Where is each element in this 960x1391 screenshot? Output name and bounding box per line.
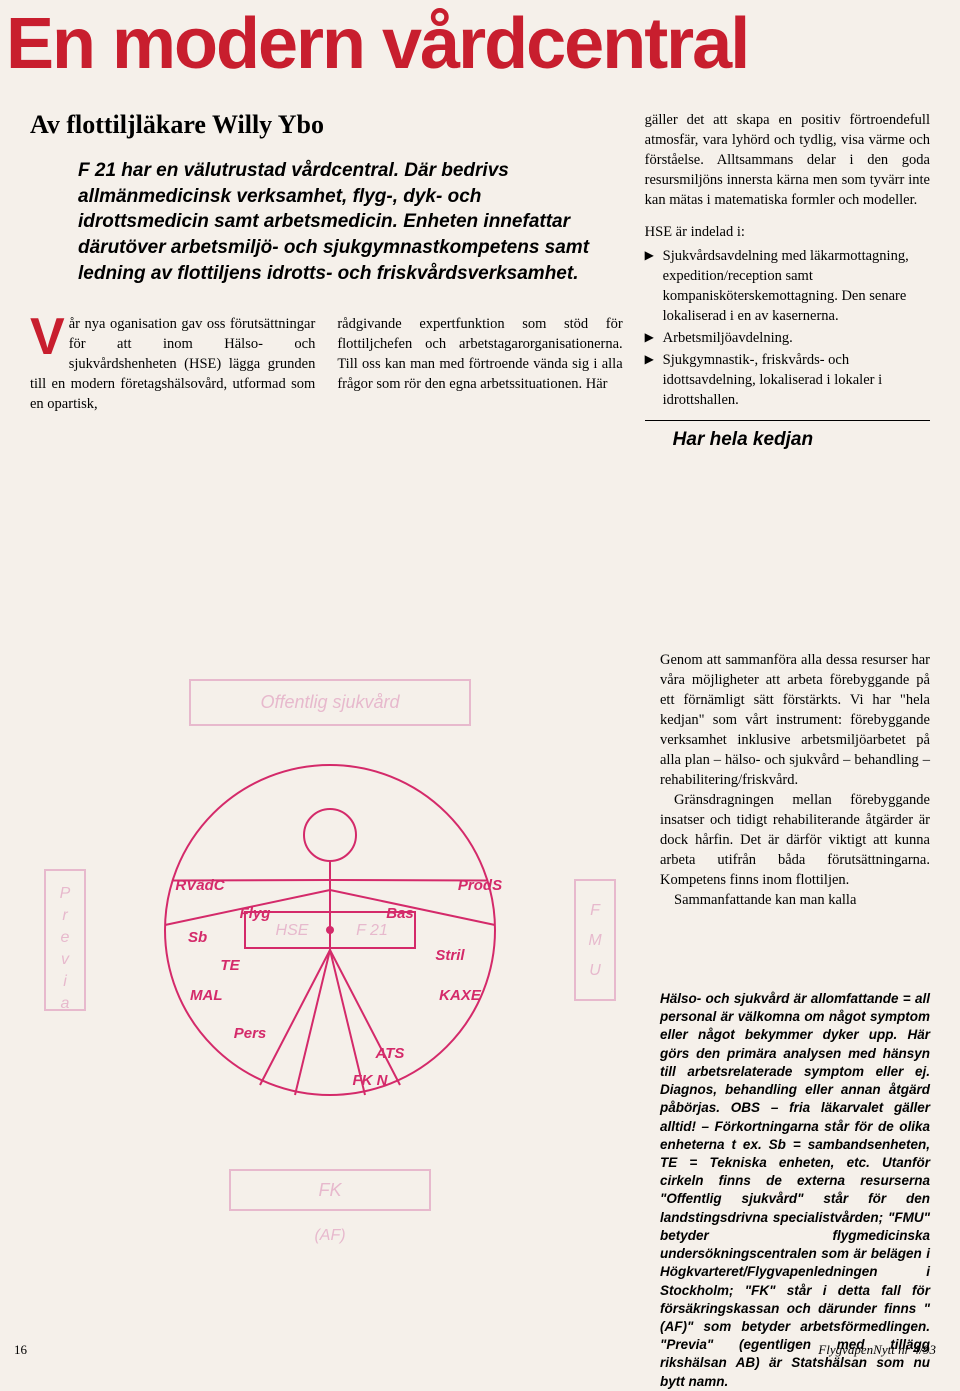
svg-text:v: v [61,951,70,968]
intro-block: Av flottiljläkare Willy Ybo F 21 har en … [30,110,623,453]
intro-col2: rådgivande expertfunktion som stöd för f… [337,314,622,414]
svg-text:HSE: HSE [276,922,309,939]
diagram-caption: Hälso- och sjukvård är allomfattande = a… [660,990,930,1391]
svg-text:U: U [589,962,601,979]
divider [645,420,930,421]
intro-col1: Vår nya oganisation gav oss förutsättnin… [30,314,315,414]
col3b-p3: Sammanfattande kan man kalla [660,890,930,910]
bullet-1: Sjukvårdsavdelning med läkarmottagning, … [645,246,930,326]
intro-col1-text: år nya oganisation gav oss förutsättning… [30,316,315,412]
col3-para: gäller det att skapa en positiv förtroen… [645,110,930,210]
subhead: Har hela kedjan [673,427,930,453]
svg-text:P: P [60,885,71,902]
diagram: Offentlig sjukvård Previa FMU HSE F 21 RVädC F… [30,650,630,1270]
svg-text:Flyg: Flyg [240,905,271,922]
publication-footer: FlygvapenNytt nr 4/93 [818,1342,936,1358]
col3b-p2: Gränsdragningen mellan förebyggande insa… [660,790,930,890]
column-3-bottom: Genom att sammanföra alla dessa resurser… [660,650,930,1391]
page-title: En modern vårdcentral [0,0,960,80]
hse-bullets: Sjukvårdsavdelning med läkarmottagning, … [645,246,930,410]
author-line: Av flottiljläkare Willy Ybo [30,110,623,140]
svg-text:TE: TE [220,957,240,974]
svg-text:Sb: Sb [188,929,207,946]
svg-text:MAL: MAL [190,987,223,1004]
svg-text:M: M [588,932,602,949]
svg-text:FK: FK [318,1180,342,1200]
svg-text:(AF): (AF) [314,1227,345,1244]
svg-text:e: e [61,929,70,946]
lead-paragraph: F 21 har en välutrustad vårdcentral. Där… [30,158,623,286]
svg-text:i: i [63,973,67,990]
lower-section: Offentlig sjukvård Previa FMU HSE F 21 RVädC F… [0,650,960,1391]
col3b-p1: Genom att sammanföra alla dessa resurser… [660,650,930,790]
dropcap: V [30,314,69,359]
svg-text:FK N: FK N [353,1072,389,1089]
svg-text:ATS: ATS [375,1045,405,1062]
svg-text:Offentlig sjukvård: Offentlig sjukvård [260,692,400,712]
content-grid: Av flottiljläkare Willy Ybo F 21 har en … [0,80,960,453]
column-3-top: gäller det att skapa en positiv förtroen… [645,110,930,453]
svg-text:a: a [61,995,70,1012]
svg-text:F: F [590,902,601,919]
svg-text:ProdS: ProdS [458,877,502,894]
bullet-3: Sjukgymnastik-, friskvårds- och idottsav… [645,350,930,410]
svg-text:Stril: Stril [435,947,465,964]
svg-text:RVädC: RVädC [175,877,225,894]
svg-text:Pers: Pers [234,1025,267,1042]
bullet-2: Arbetsmiljöavdelning. [645,328,930,348]
svg-text:KAXE: KAXE [439,987,482,1004]
svg-text:F 21: F 21 [356,922,388,939]
svg-text:Bas: Bas [386,905,414,922]
hse-heading: HSE är indelad i: [645,222,930,242]
diagram-svg: Offentlig sjukvård Previa FMU HSE F 21 RVädC F… [30,660,630,1260]
page-number: 16 [14,1342,27,1358]
svg-text:r: r [62,907,68,924]
